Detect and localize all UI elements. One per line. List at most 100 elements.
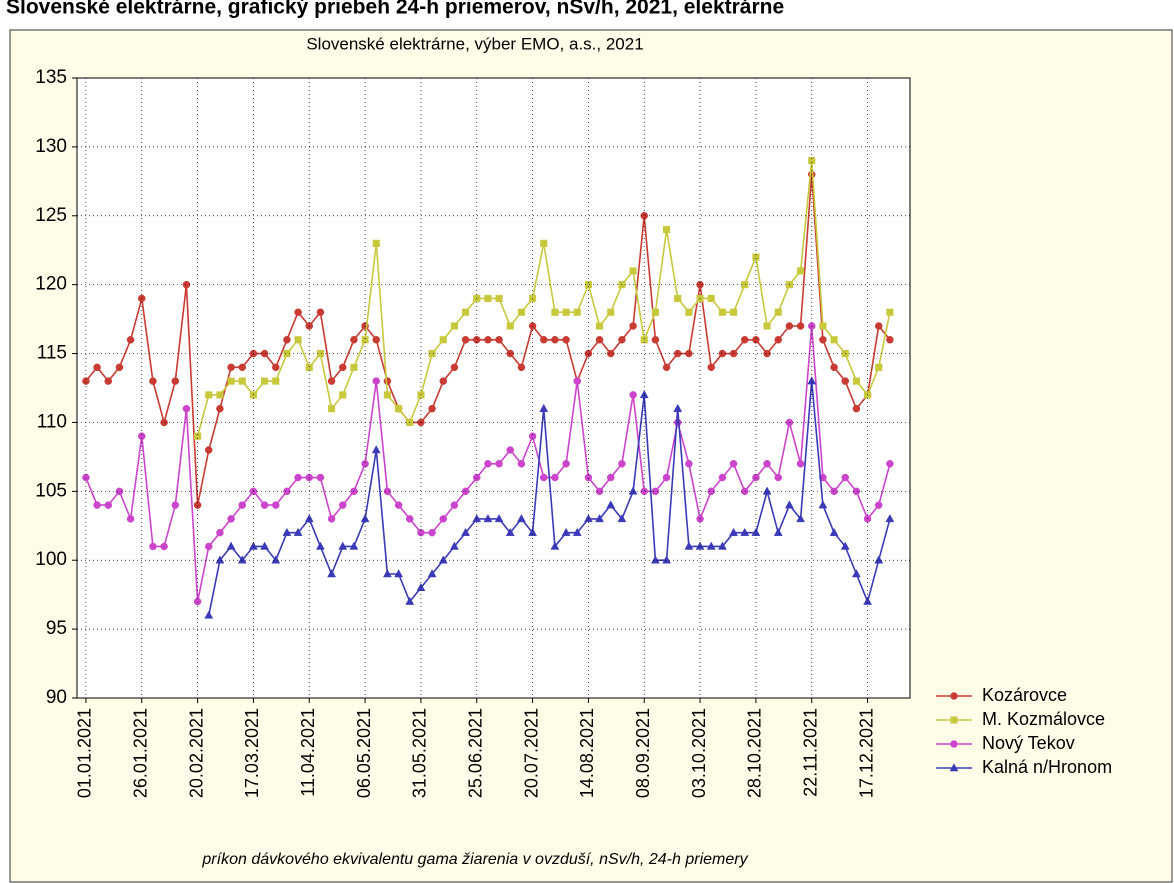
data-point	[372, 377, 381, 385]
data-point	[584, 473, 593, 482]
data-point	[696, 280, 704, 289]
data-point	[841, 473, 849, 482]
data-point	[561, 527, 571, 536]
y-tick-label: 115	[37, 343, 67, 364]
data-point	[550, 541, 560, 550]
data-point	[406, 515, 414, 523]
data-point	[717, 541, 727, 550]
data-point	[517, 363, 526, 372]
data-point	[417, 528, 425, 537]
data-point	[851, 569, 861, 578]
data-point	[729, 460, 738, 468]
data-point	[505, 527, 515, 536]
data-point	[762, 486, 772, 495]
legend-label: M. Kozmálovce	[982, 709, 1105, 729]
data-point	[260, 501, 269, 509]
data-point	[294, 308, 302, 316]
data-point	[160, 418, 168, 427]
data-point	[539, 403, 549, 412]
data-point	[606, 349, 615, 358]
data-point	[394, 501, 403, 509]
data-point	[640, 212, 648, 220]
data-point	[540, 239, 548, 247]
data-point	[830, 363, 838, 372]
data-point	[572, 527, 582, 536]
data-point	[629, 267, 637, 275]
data-point	[372, 336, 381, 344]
data-point	[741, 281, 749, 289]
data-point	[237, 555, 247, 564]
y-tick-label: 95	[46, 618, 67, 639]
data-point	[640, 336, 648, 344]
data-point	[819, 322, 827, 330]
data-point	[495, 460, 503, 468]
data-point	[372, 239, 380, 247]
data-point	[93, 363, 101, 372]
data-point	[171, 501, 180, 509]
y-tick-label: 135	[35, 67, 67, 88]
data-point	[461, 336, 470, 344]
x-axis-label: príkon dávkového ekvivalentu gama žiaren…	[201, 851, 748, 868]
data-point	[182, 280, 191, 289]
data-point	[272, 501, 280, 509]
data-point	[773, 527, 783, 536]
data-point	[327, 515, 336, 523]
data-point	[138, 432, 146, 440]
data-point	[339, 501, 347, 509]
page-title: Slovenské elektrárne, grafický priebeh 2…	[6, 0, 784, 19]
data-point	[439, 336, 447, 344]
data-point	[216, 404, 224, 413]
data-point	[484, 294, 492, 302]
x-tick-label: 01.01.2021	[75, 708, 95, 798]
data-point	[852, 377, 860, 385]
data-point	[629, 391, 637, 399]
data-point	[573, 308, 581, 316]
data-point	[82, 377, 90, 385]
data-point	[618, 336, 626, 344]
data-point	[730, 308, 738, 316]
data-point	[205, 542, 213, 551]
data-point	[662, 363, 671, 372]
data-point	[205, 446, 213, 454]
data-point	[260, 541, 270, 550]
data-point	[171, 377, 180, 385]
x-tick-label: 11.04.2021	[298, 708, 318, 797]
legend-marker	[950, 692, 958, 700]
data-point	[528, 432, 537, 440]
data-point	[663, 226, 671, 234]
legend-label: Kalná n/Hronom	[982, 757, 1112, 777]
x-tick-label: 26.01.2021	[131, 708, 151, 798]
data-point	[573, 377, 581, 385]
data-point	[495, 336, 503, 344]
data-point	[517, 308, 525, 316]
x-tick-label: 20.02.2021	[186, 708, 206, 798]
chart-title: Slovenské elektrárne, výber EMO, a.s., 2…	[306, 34, 643, 53]
data-point	[651, 487, 660, 496]
data-point	[439, 515, 448, 523]
data-point	[115, 487, 124, 496]
data-point	[215, 555, 225, 564]
data-point	[516, 514, 526, 523]
data-point	[740, 527, 750, 536]
data-point	[283, 350, 291, 358]
data-point	[216, 528, 224, 537]
data-point	[819, 336, 827, 344]
y-tick-label: 105	[35, 480, 67, 501]
y-tick-label: 125	[35, 205, 67, 226]
data-point	[428, 404, 436, 413]
data-point	[729, 527, 738, 536]
data-point	[126, 515, 135, 523]
data-point	[763, 322, 771, 330]
data-point	[238, 501, 247, 509]
data-point	[763, 349, 771, 358]
data-point	[595, 514, 605, 523]
data-point	[82, 473, 90, 482]
data-point	[840, 541, 850, 550]
data-point	[774, 308, 782, 316]
data-point	[606, 473, 615, 482]
data-point	[238, 363, 247, 372]
data-point	[796, 322, 805, 330]
data-point	[886, 308, 894, 316]
data-point	[718, 473, 727, 482]
data-point	[438, 555, 448, 564]
